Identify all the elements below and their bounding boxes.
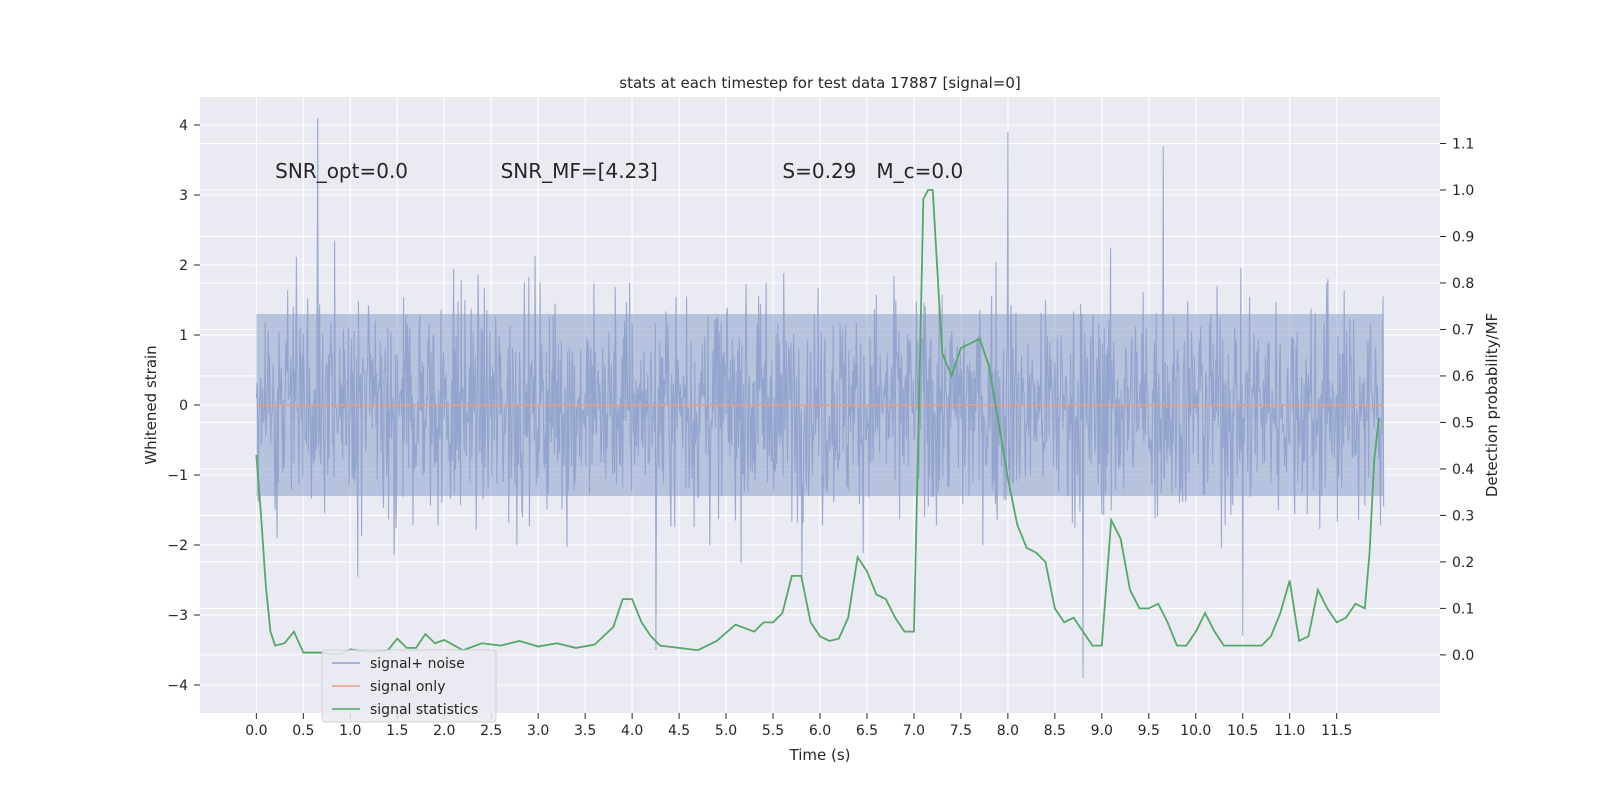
x-tick-label: 10.0 <box>1180 723 1211 739</box>
chart-title: stats at each timestep for test data 178… <box>619 74 1020 92</box>
x-tick-label: 6.5 <box>856 723 878 739</box>
annotation-snr-mf: SNR_MF=[4.23] <box>501 159 658 183</box>
annotations: SNR_opt=0.0 SNR_MF=[4.23] S=0.29 M_c=0.0 <box>275 159 963 183</box>
x-tick-label: 9.5 <box>1138 723 1160 739</box>
annotation-s-value: S=0.29 <box>782 159 856 183</box>
annotation-mc-value: M_c=0.0 <box>876 159 963 183</box>
y-right-tick-label: 0.2 <box>1452 555 1474 571</box>
x-tick-label: 8.5 <box>1044 723 1066 739</box>
x-tick-label: 0.5 <box>292 723 314 739</box>
x-tick-label: 7.0 <box>903 723 925 739</box>
y-axis-left-label: Whitened strain <box>142 345 160 464</box>
legend-label-signal-plus-noise: signal+ noise <box>370 656 465 672</box>
signal-statistics-line <box>255 189 1380 655</box>
signal-plus-noise-line <box>255 117 1385 679</box>
axes: 0.0 0.5 1.0 1.5 2.0 2.5 3.0 3.5 4.0 4.5 5.0 5.5 6.0 6… <box>167 118 1474 739</box>
x-tick-label: 11.0 <box>1274 723 1305 739</box>
x-tick-label: 6.0 <box>809 723 831 739</box>
x-tick-label: 3.5 <box>574 723 596 739</box>
y-left-tick-label: 1 <box>179 328 188 344</box>
y-left-tick-label: −4 <box>167 678 188 694</box>
y-left-tick-label: −3 <box>167 608 188 624</box>
y-right-tick-label: 0.3 <box>1452 508 1474 524</box>
y-right-tick-label: 0.5 <box>1452 415 1474 431</box>
x-tick-label: 9.0 <box>1091 723 1113 739</box>
x-tick-label: 4.0 <box>621 723 643 739</box>
legend-label-signal-only: signal only <box>370 679 445 695</box>
y-right-tick-label: 0.4 <box>1452 462 1474 478</box>
y-right-tick-label: 0.0 <box>1452 648 1474 664</box>
x-tick-label: 3.0 <box>527 723 549 739</box>
y-right-tick-label: 0.9 <box>1452 229 1474 245</box>
y-right-tick-label: 0.6 <box>1452 369 1474 385</box>
y-left-tick-label: 3 <box>179 188 188 204</box>
x-tick-label: 7.5 <box>950 723 972 739</box>
y-right-tick-label: 1.1 <box>1452 136 1474 152</box>
legend-box <box>321 649 497 723</box>
annotation-snr-opt: SNR_opt=0.0 <box>275 159 408 183</box>
y-left-tick-label: 4 <box>179 118 188 134</box>
x-tick-label: 1.5 <box>386 723 408 739</box>
x-tick-label: 1.0 <box>339 723 361 739</box>
x-tick-label: 8.0 <box>997 723 1019 739</box>
x-tick-label: 2.0 <box>433 723 455 739</box>
x-tick-label: 5.0 <box>715 723 737 739</box>
y-right-tick-label: 0.1 <box>1452 601 1474 617</box>
legend: signal+ noise signal only signal statist… <box>321 649 497 723</box>
y-left-tick-label: −2 <box>167 538 188 554</box>
legend-label-signal-statistics: signal statistics <box>370 702 478 718</box>
x-tick-label: 0.0 <box>245 723 267 739</box>
y-left-tick-label: 2 <box>179 258 188 274</box>
y-right-tick-label: 0.8 <box>1452 276 1474 292</box>
y-left-tick-label: 0 <box>179 398 188 414</box>
x-tick-label: 10.5 <box>1227 723 1258 739</box>
y-axis-right-label: Detection probability/MF <box>1483 313 1501 497</box>
y-right-tick-label: 0.7 <box>1452 322 1474 338</box>
y-right-tick-label: 1.0 <box>1452 183 1474 199</box>
x-tick-label: 5.5 <box>762 723 784 739</box>
x-axis-label: Time (s) <box>789 746 851 764</box>
y-left-tick-label: −1 <box>167 468 188 484</box>
series-signal-statistics <box>255 189 1380 655</box>
x-tick-label: 2.5 <box>480 723 502 739</box>
x-tick-label: 4.5 <box>668 723 690 739</box>
x-tick-label: 11.5 <box>1321 723 1352 739</box>
